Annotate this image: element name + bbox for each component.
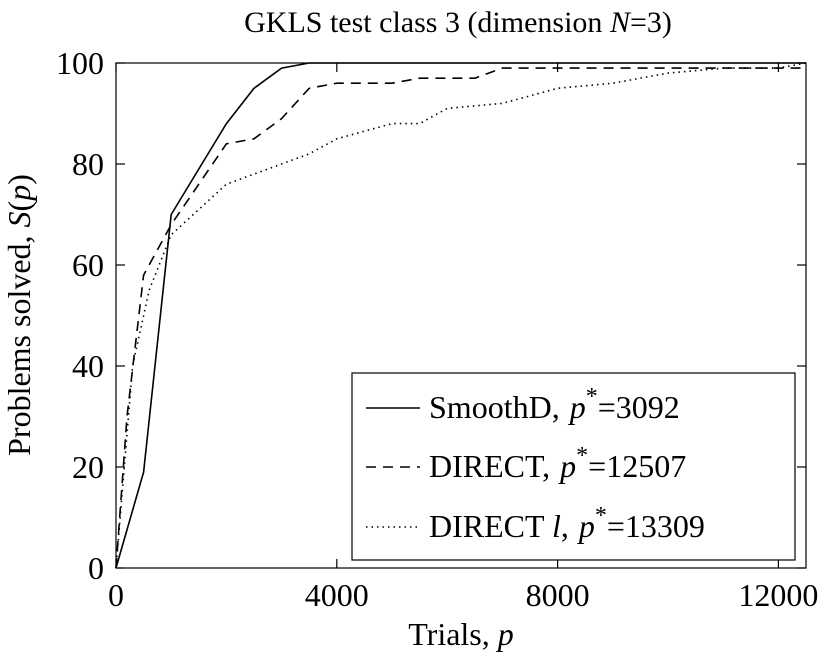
legend-label-direct-value: =12507: [588, 448, 686, 484]
legend-label-direct-l-ital: l: [552, 508, 561, 544]
legend-label-direct-name: DIRECT,: [429, 448, 550, 484]
x-tick-label: 12000: [738, 577, 818, 613]
legend-label-smoothd-sup: *: [586, 384, 598, 410]
legend-label-direct-var: p: [558, 448, 576, 484]
legend-label-direct-sup: *: [576, 443, 588, 469]
legend-label-direct-l-name: DIRECT: [429, 508, 552, 544]
y-tick-label: 40: [72, 348, 104, 384]
legend-label-direct-l-value: =13309: [607, 508, 705, 544]
legend-label-direct-l-var: p: [577, 508, 595, 544]
x-axis-label-text: Trials,: [408, 616, 498, 652]
chart-title: GKLS test class 3 (dimension N=3): [244, 6, 672, 39]
x-tick-label: 4000: [305, 577, 369, 613]
chart-title-var: N: [609, 6, 632, 39]
legend-label-direct-l-sup: *: [595, 503, 607, 529]
y-tick-label: 20: [72, 449, 104, 485]
y-axis-label-var: p: [1, 185, 37, 203]
y-axis-label-func: S: [1, 211, 37, 227]
legend-label-smoothd-name: SmoothD,: [429, 389, 560, 425]
x-tick-label: 8000: [526, 577, 590, 613]
y-tick-label: 0: [88, 550, 104, 586]
y-axis-label-close: ): [1, 174, 37, 185]
x-tick-label: 0: [108, 577, 124, 613]
y-tick-label: 100: [56, 45, 104, 81]
legend-label-direct-l-comma: ,: [561, 508, 569, 544]
series-layer: [115, 62, 807, 569]
legend-label-smoothd-value: =3092: [598, 389, 680, 425]
y-tick-label: 60: [72, 247, 104, 283]
y-tick-label: 80: [72, 146, 104, 182]
series-line-direct: [115, 67, 806, 569]
axis-ticks: 0 4000 8000 12000 0 20 40 60 80 100: [56, 45, 818, 613]
y-axis-label-text: Problems solved,: [1, 227, 37, 455]
legend-label-direct-l: DIRECT l, p*=13309: [429, 503, 705, 544]
x-axis-label: Trials, p: [408, 616, 514, 652]
chart-title-suffix: =3): [630, 6, 672, 39]
legend: SmoothD, p*=3092 DIRECT, p*=12507 DIRECT l…: [351, 372, 796, 561]
y-axis-label: Problems solved, S(p): [1, 174, 37, 456]
legend-label-smoothd-var: p: [568, 389, 586, 425]
series-line-smoothd: [115, 62, 806, 569]
legend-label-smoothd: SmoothD, p*=3092: [429, 384, 680, 425]
legend-box: [351, 372, 796, 561]
y-axis-label-open: (: [1, 201, 37, 212]
chart-title-prefix: GKLS test class 3 (dimension: [244, 6, 610, 39]
legend-label-direct: DIRECT, p*=12507: [429, 443, 686, 484]
x-axis-label-var: p: [496, 616, 514, 652]
